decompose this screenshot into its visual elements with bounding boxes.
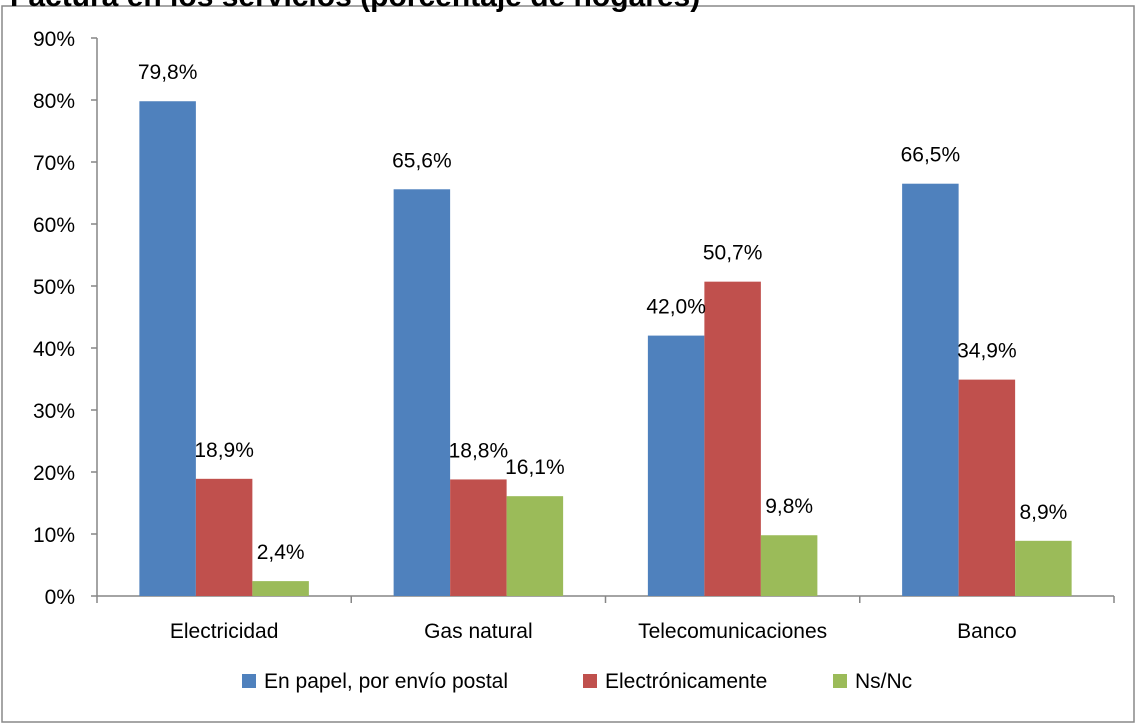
- data-label: 79,8%: [138, 61, 198, 84]
- x-tick-label: Electricidad: [170, 620, 279, 643]
- legend-label: Ns/Nc: [855, 670, 912, 693]
- bar: [450, 479, 507, 596]
- y-axis: 0% 10% 20% 30% 40% 50% 60% 70% 80% 90%: [33, 28, 98, 609]
- data-label: 42,0%: [646, 296, 706, 319]
- legend-label: Electrónicamente: [605, 670, 767, 693]
- bar: [195, 478, 253, 596]
- x-tick-label: Gas natural: [424, 620, 533, 643]
- data-label: 65,6%: [392, 149, 452, 172]
- bar: [760, 535, 818, 596]
- y-tick-label: 30%: [33, 400, 75, 423]
- data-label: 50,7%: [703, 242, 763, 265]
- data-label: 2,4%: [257, 541, 305, 564]
- bar: [902, 183, 959, 596]
- data-label: 18,8%: [449, 439, 509, 462]
- bar: [393, 189, 451, 596]
- data-label: 9,8%: [765, 495, 813, 518]
- data-label: 16,1%: [505, 456, 565, 479]
- x-tick-label: Telecomunicaciones: [638, 620, 827, 643]
- y-tick-label: 70%: [33, 152, 75, 175]
- chart-title: Factura en los servicios (porcentaje de …: [10, 0, 700, 13]
- bars: [139, 101, 1072, 597]
- bar: [647, 335, 705, 596]
- legend: En papel, por envío postal Electrónicamen…: [242, 670, 912, 693]
- data-label: 8,9%: [1019, 501, 1067, 524]
- y-tick-label: 10%: [33, 524, 75, 547]
- y-tick-label: 40%: [33, 338, 75, 361]
- bar: [252, 581, 309, 596]
- legend-swatch: [583, 674, 597, 688]
- y-tick-label: 80%: [33, 90, 75, 113]
- data-labels: 79,8% 18,9% 2,4% 65,6% 18,8%16,1% 42,0% 50,7% 9…: [138, 61, 1067, 564]
- data-label: 66,5%: [901, 144, 961, 167]
- legend-swatch: [242, 674, 256, 688]
- y-tick-label: 0%: [45, 586, 75, 609]
- legend-swatch: [833, 674, 847, 688]
- x-tick-label: Banco: [957, 620, 1017, 643]
- bar: [1015, 540, 1072, 596]
- data-label: 18,9%: [194, 439, 254, 462]
- y-tick-label: 60%: [33, 214, 75, 237]
- bar: [704, 281, 761, 596]
- y-tick-label: 20%: [33, 462, 75, 485]
- data-label: 34,9%: [957, 340, 1017, 363]
- bar: [139, 101, 196, 597]
- bar: [958, 379, 1016, 596]
- legend-label: En papel, por envío postal: [264, 670, 508, 693]
- bar: [506, 496, 564, 596]
- y-tick-label: 90%: [33, 28, 75, 51]
- y-tick-label: 50%: [33, 276, 75, 299]
